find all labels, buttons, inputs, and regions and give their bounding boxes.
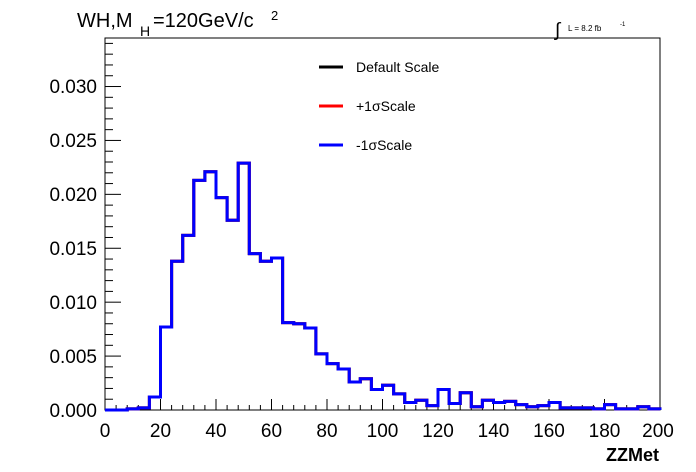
- x-tick-label: 100: [367, 421, 399, 442]
- title-main: WH,M: [77, 10, 133, 32]
- y-tick-label: 0.000: [49, 401, 97, 422]
- plot-frame: [104, 37, 661, 411]
- x-tick-label: 140: [478, 421, 510, 442]
- y-tick-label: 0.025: [49, 131, 97, 152]
- lumi-label: L = 8.2 fb: [568, 24, 602, 33]
- legend-label-plus: +1σScale: [356, 98, 416, 114]
- x-tick-label: 20: [150, 421, 171, 442]
- x-tick-label: 200: [642, 421, 674, 442]
- series-line-2: [105, 161, 662, 412]
- histogram-series: [105, 161, 662, 412]
- x-tick-label: 160: [533, 421, 565, 442]
- lumi-superscript: -1: [620, 22, 626, 28]
- y-tick-label: 0.005: [49, 347, 97, 368]
- title-rest: =120GeV/c: [153, 10, 254, 32]
- x-axis-title: ZZMet: [606, 445, 659, 465]
- x-tick-labels: 0 20 40 60 80 100 120 140 160 180 200: [100, 421, 674, 442]
- x-tick-label: 180: [589, 421, 621, 442]
- series-line-1: [105, 161, 662, 412]
- x-tick-label: 40: [205, 421, 226, 442]
- x-tick-label: 120: [422, 421, 454, 442]
- series-line-0: [105, 161, 662, 412]
- legend-label-minus: -1σScale: [356, 137, 412, 153]
- integral-icon: ∫: [554, 20, 562, 41]
- title-superscript: 2: [271, 8, 278, 23]
- legend: Default Scale +1σScale -1σScale: [319, 59, 439, 153]
- title-subscript: H: [140, 23, 150, 39]
- x-tick-label: 80: [316, 421, 337, 442]
- y-tick-label: 0.020: [49, 185, 97, 206]
- x-tick-label: 60: [261, 421, 282, 442]
- y-tick-label: 0.030: [49, 77, 97, 98]
- legend-label-default: Default Scale: [356, 59, 439, 75]
- x-tick-label: 0: [100, 421, 111, 442]
- y-tick-labels: 0.000 0.005 0.010 0.015 0.020 0.025 0.03…: [49, 77, 97, 422]
- y-tick-label: 0.015: [49, 239, 97, 260]
- y-tick-label: 0.010: [49, 293, 97, 314]
